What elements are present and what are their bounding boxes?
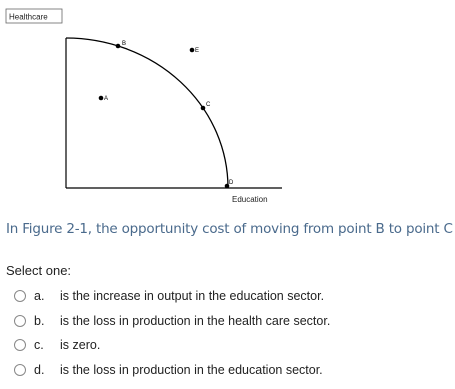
y-label-box xyxy=(5,8,63,24)
question: In Figure 2-1, the opportunity cost of m… xyxy=(6,221,453,237)
option-text: is the increase in output in the educati… xyxy=(60,289,325,303)
point xyxy=(200,105,206,111)
option-text: is the loss in production in the educati… xyxy=(60,362,323,377)
y-axis-label: Healthcare xyxy=(9,13,48,22)
option-letter: b. xyxy=(34,313,45,328)
point-label: E xyxy=(195,48,199,54)
point xyxy=(189,47,195,53)
radio-button[interactable] xyxy=(14,290,26,302)
point xyxy=(224,183,230,189)
option[interactable]: c. is zero. xyxy=(14,338,100,352)
option[interactable]: a. is the increase in output in the educa… xyxy=(14,289,324,303)
option-letter: c. xyxy=(34,338,44,352)
prompt: Select one: xyxy=(6,263,72,278)
option[interactable]: d. is the loss in production in the educa… xyxy=(14,363,323,377)
radio-button[interactable] xyxy=(14,339,26,351)
radio-button[interactable] xyxy=(14,314,26,327)
figure: Healthcare B E A C D Education xyxy=(5,8,282,204)
point xyxy=(115,43,121,49)
point-label: A xyxy=(104,96,108,102)
point xyxy=(98,95,104,101)
x-axis-label: Education xyxy=(232,195,268,204)
option-letter: d. xyxy=(34,362,45,377)
point-label: C xyxy=(206,102,211,108)
ppf-curve xyxy=(65,37,229,189)
point-label: D xyxy=(229,180,234,186)
option[interactable]: b. is the loss in production in the healt… xyxy=(14,314,330,328)
option-text: is the loss in production in the health … xyxy=(60,313,331,328)
option-letter: a. xyxy=(34,289,45,303)
radio-button[interactable] xyxy=(14,363,26,376)
option-text: is zero. xyxy=(60,338,101,352)
point-label: B xyxy=(122,41,126,47)
